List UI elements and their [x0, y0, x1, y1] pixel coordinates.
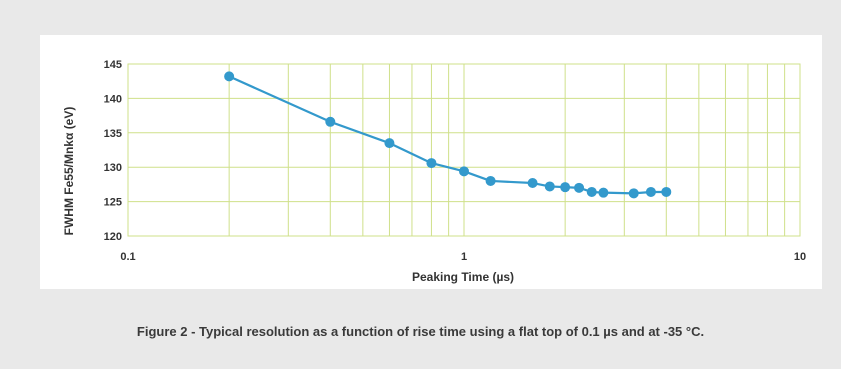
x-axis-title: Peaking Time (µs) — [412, 270, 514, 284]
data-point — [598, 187, 609, 198]
data-series — [224, 71, 672, 199]
y-axis-title: FWHM Fe55/Mnkα (eV) — [62, 107, 76, 236]
x-tick-label: 0.1 — [120, 251, 135, 263]
y-tick-label: 120 — [104, 231, 122, 243]
data-point — [426, 158, 437, 169]
data-point — [645, 186, 656, 197]
data-point — [527, 178, 538, 189]
data-point — [384, 138, 395, 149]
figure-caption: Figure 2 - Typical resolution as a funct… — [136, 324, 705, 339]
data-point — [325, 116, 336, 127]
y-tick-label: 145 — [104, 59, 122, 71]
series-line — [228, 75, 667, 195]
chart: 120 125 130 135 140 145 0.1 1 10 Peaking Time (… — [62, 59, 806, 284]
data-point — [459, 166, 469, 177]
chart-card: 120 125 130 135 140 145 0.1 1 10 Peaking Time (… — [40, 35, 822, 289]
data-point — [485, 175, 496, 186]
y-tick-label: 125 — [104, 197, 122, 209]
x-tick-label: 10 — [794, 251, 806, 263]
x-axis-ticks: 0.1 1 10 — [120, 251, 806, 263]
grid — [127, 63, 801, 237]
y-tick-label: 130 — [104, 162, 122, 174]
x-tick-label: 1 — [461, 251, 467, 263]
data-point — [661, 186, 672, 197]
y-axis-ticks: 120 125 130 135 140 145 — [104, 59, 122, 243]
data-point — [586, 186, 597, 197]
data-point — [628, 188, 639, 199]
data-point — [574, 182, 585, 193]
data-point — [544, 181, 555, 192]
y-tick-label: 140 — [104, 93, 122, 105]
data-point — [224, 71, 235, 82]
y-tick-label: 135 — [104, 128, 122, 140]
data-point — [560, 182, 571, 193]
